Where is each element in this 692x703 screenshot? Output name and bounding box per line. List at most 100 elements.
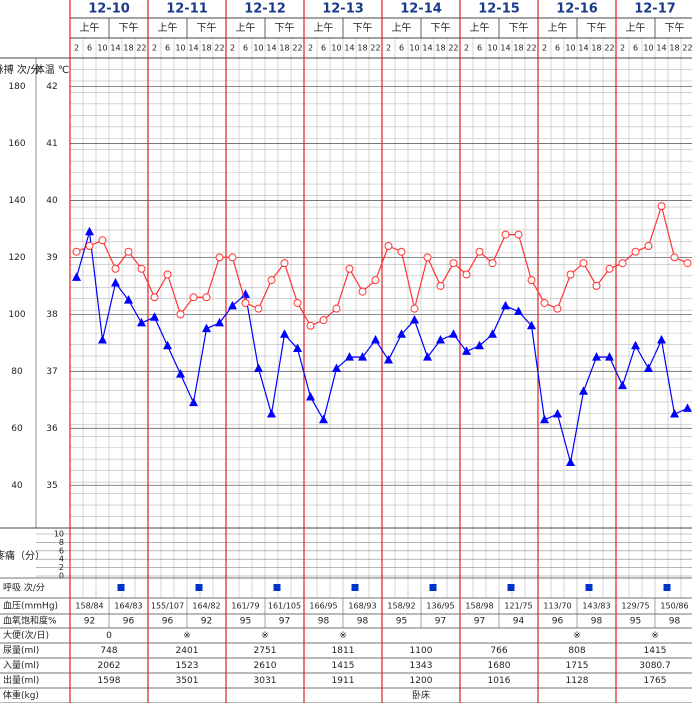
half-label: 上午 (80, 21, 100, 34)
temp-point (332, 304, 341, 313)
pulse-point (280, 329, 289, 338)
hour-label: 10 (409, 44, 419, 53)
hour-label: 6 (555, 44, 560, 53)
half-label: 上午 (392, 21, 412, 34)
pulse-point (475, 340, 484, 350)
pulse-point (670, 409, 679, 418)
temp-point (423, 253, 432, 262)
respiration-marker (195, 584, 203, 591)
daily-value: 1765 (644, 676, 667, 686)
pulse-point (501, 300, 510, 310)
temp-point (137, 264, 146, 273)
hour-label: 22 (448, 44, 458, 53)
date-label: 12-16 (556, 2, 598, 17)
pulse-point (150, 312, 159, 321)
daily-value: 1200 (410, 676, 433, 686)
hour-label: 2 (74, 44, 79, 53)
series-line (76, 203, 688, 327)
temp-point (592, 281, 601, 290)
y-tick-label: 40 (11, 481, 23, 491)
pain-tick-label: 4 (59, 555, 64, 564)
spo2-value: 97 (435, 617, 446, 627)
temp-point (644, 242, 653, 250)
hour-label: 14 (188, 44, 198, 53)
bp-value: 164/82 (192, 602, 220, 611)
bp-value: 161/79 (231, 602, 259, 611)
pulse-point (306, 391, 315, 401)
temp-point (553, 304, 562, 313)
spo2-value: 95 (396, 617, 407, 627)
daily-value: ※ (573, 631, 581, 641)
pulse-point (358, 352, 367, 361)
hour-label: 14 (422, 44, 432, 53)
hour-label: 2 (308, 44, 313, 53)
bp-value: 113/70 (543, 602, 571, 611)
daily-value: 1715 (566, 661, 589, 671)
daily-value: 1911 (332, 676, 355, 686)
temp-point (540, 298, 549, 307)
half-label: 上午 (548, 21, 568, 34)
y-axis-label: 脉搏 次/分 (0, 63, 40, 76)
spo2-value: 92 (201, 617, 212, 627)
temp-point (514, 230, 523, 239)
pulse-point (98, 335, 107, 344)
y2-axis-label: 体温 ℃ (35, 64, 69, 76)
y2-tick-label: 42 (46, 82, 57, 92)
daily-value: 1811 (332, 646, 355, 656)
hour-label: 10 (175, 44, 185, 53)
daily-value: 1415 (332, 661, 355, 671)
bp-value: 136/95 (426, 602, 454, 611)
date-label: 12-11 (166, 2, 208, 17)
temp-point (228, 253, 237, 262)
y-tick-label: 120 (8, 253, 25, 263)
pulse-point (228, 300, 237, 310)
temp-point (280, 259, 289, 268)
temp-point (566, 270, 575, 279)
pulse-point (371, 335, 380, 344)
row-label: 体重(kg) (3, 689, 39, 701)
pulse-point (423, 352, 432, 361)
pulse-point (553, 409, 562, 418)
temp-point (150, 293, 159, 302)
half-label: 上午 (314, 21, 334, 34)
date-label: 12-10 (88, 2, 130, 17)
hour-label: 22 (604, 44, 614, 53)
daily-value: 2751 (254, 646, 277, 656)
daily-value: 1598 (98, 676, 121, 686)
pulse-point (410, 315, 419, 324)
half-label: 下午 (509, 21, 529, 34)
half-label: 下午 (665, 21, 685, 34)
pulse-point (384, 354, 393, 364)
temp-point (215, 253, 224, 262)
hour-label: 18 (513, 44, 523, 53)
hour-label: 10 (331, 44, 341, 53)
pulse-point (566, 457, 575, 466)
spo2-value: 94 (513, 617, 525, 627)
half-label: 上午 (158, 21, 178, 34)
temp-point (358, 287, 367, 296)
hour-label: 2 (620, 44, 625, 53)
temp-point (683, 259, 692, 268)
daily-value: 0 (106, 631, 112, 641)
spo2-value: 98 (591, 617, 603, 627)
pulse-point (293, 343, 302, 353)
y2-tick-label: 41 (46, 139, 57, 149)
row-label: 尿量(ml) (3, 645, 39, 656)
hour-label: 10 (97, 44, 107, 53)
spo2-value: 98 (357, 617, 369, 627)
hour-label: 6 (477, 44, 482, 53)
pulse-point (267, 409, 276, 418)
spo2-value: 97 (279, 617, 290, 627)
pulse-point (72, 272, 81, 281)
temp-point (436, 281, 445, 290)
hour-label: 18 (669, 44, 679, 53)
hour-label: 6 (321, 44, 326, 53)
y-tick-label: 100 (8, 310, 25, 320)
daily-value: ※ (261, 631, 269, 641)
row-label: 血氧饱和度% (3, 615, 57, 627)
temp-point (98, 236, 107, 245)
pulse-point (124, 295, 133, 304)
bp-value: 121/75 (504, 602, 532, 611)
hour-label: 2 (542, 44, 547, 53)
pulse-point (397, 329, 406, 338)
